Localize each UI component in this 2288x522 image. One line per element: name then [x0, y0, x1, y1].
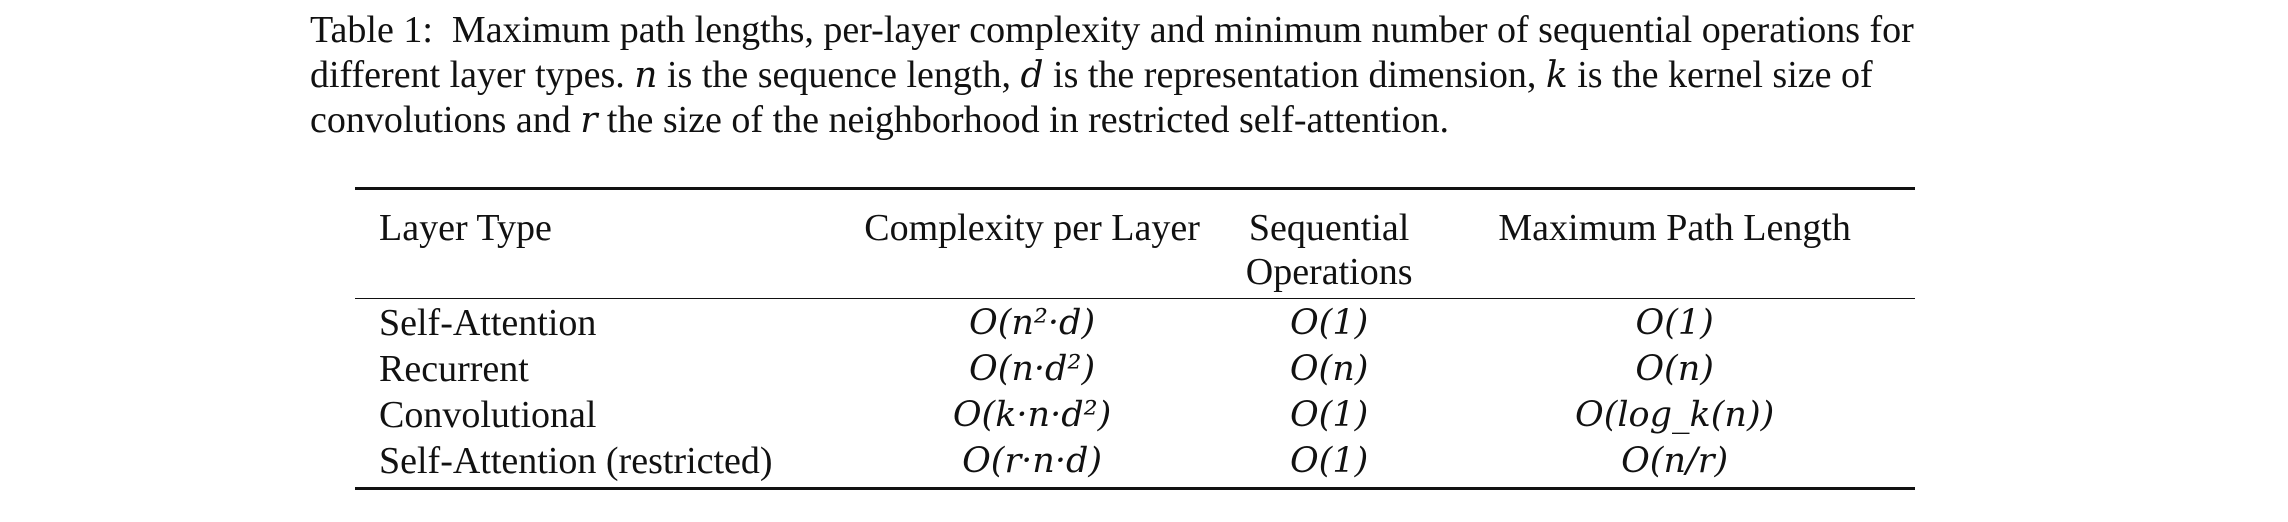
cell-sequential-ops: O(1) [1289, 303, 1369, 343]
header-layer-type: Layer Type [355, 190, 841, 299]
table-header: Layer Type Complexity per Layer Sequenti… [355, 187, 1915, 299]
cell-max-path: O(n) [1635, 349, 1714, 389]
caption-text: is the sequence length, [666, 54, 1011, 96]
header-max-path-length: Maximum Path Length [1434, 190, 1915, 299]
cell-max-path: O(log_k(n)) [1575, 395, 1775, 435]
table-row: Self-Attention O(n²·d) O(1) O(1) [355, 299, 1915, 347]
table-row: Convolutional O(k·n·d²) O(1) O(log_k(n)) [355, 392, 1915, 438]
cell-sequential-ops: O(1) [1289, 395, 1369, 435]
cell-layer-type: Recurrent [379, 348, 529, 390]
cell-sequential-ops: O(n) [1289, 349, 1369, 389]
cell-max-path: O(n/r) [1434, 438, 1915, 490]
caption-var-r: r [580, 100, 598, 141]
table-body: Self-Attention O(n²·d) O(1) O(1) Recurre… [355, 299, 1915, 490]
cell-complexity: O(r·n·d) [840, 438, 1224, 490]
cell-complexity: O(k·n·d²) [952, 395, 1112, 435]
header-sequential-operations: Sequential Operations [1223, 190, 1435, 299]
caption-text: is the kernel size of convolutions and [310, 54, 1873, 141]
caption-text: Maximum path lengths, per-layer complexi… [310, 9, 1914, 96]
caption-var-n: n [634, 55, 658, 96]
cell-layer-type: Self-Attention (restricted) [355, 438, 841, 490]
table-caption: Table 1: Maximum path lengths, per-layer… [310, 8, 1990, 143]
table-row: Recurrent O(n·d²) O(n) O(n) [355, 346, 1915, 392]
comparison-table: Layer Type Complexity per Layer Sequenti… [355, 187, 1915, 490]
cell-complexity: O(n²·d) [969, 303, 1096, 343]
cell-sequential-ops: O(1) [1223, 438, 1435, 490]
caption-var-k: k [1545, 55, 1568, 96]
caption-text: the size of the neighborhood in restrict… [606, 99, 1449, 141]
caption-label: Table 1: [310, 9, 433, 51]
table-row: Self-Attention (restricted) O(r·n·d) O(1… [355, 438, 1915, 490]
cell-max-path: O(1) [1635, 303, 1714, 343]
caption-var-d: d [1020, 55, 1044, 96]
cell-layer-type: Convolutional [379, 394, 597, 436]
cell-complexity: O(n·d²) [969, 349, 1096, 389]
cell-layer-type: Self-Attention [379, 302, 597, 344]
comparison-table-container: Layer Type Complexity per Layer Sequenti… [355, 187, 1915, 490]
header-row: Layer Type Complexity per Layer Sequenti… [355, 190, 1915, 299]
header-complexity: Complexity per Layer [840, 190, 1224, 299]
caption-text: is the representation dimension, [1053, 54, 1537, 96]
